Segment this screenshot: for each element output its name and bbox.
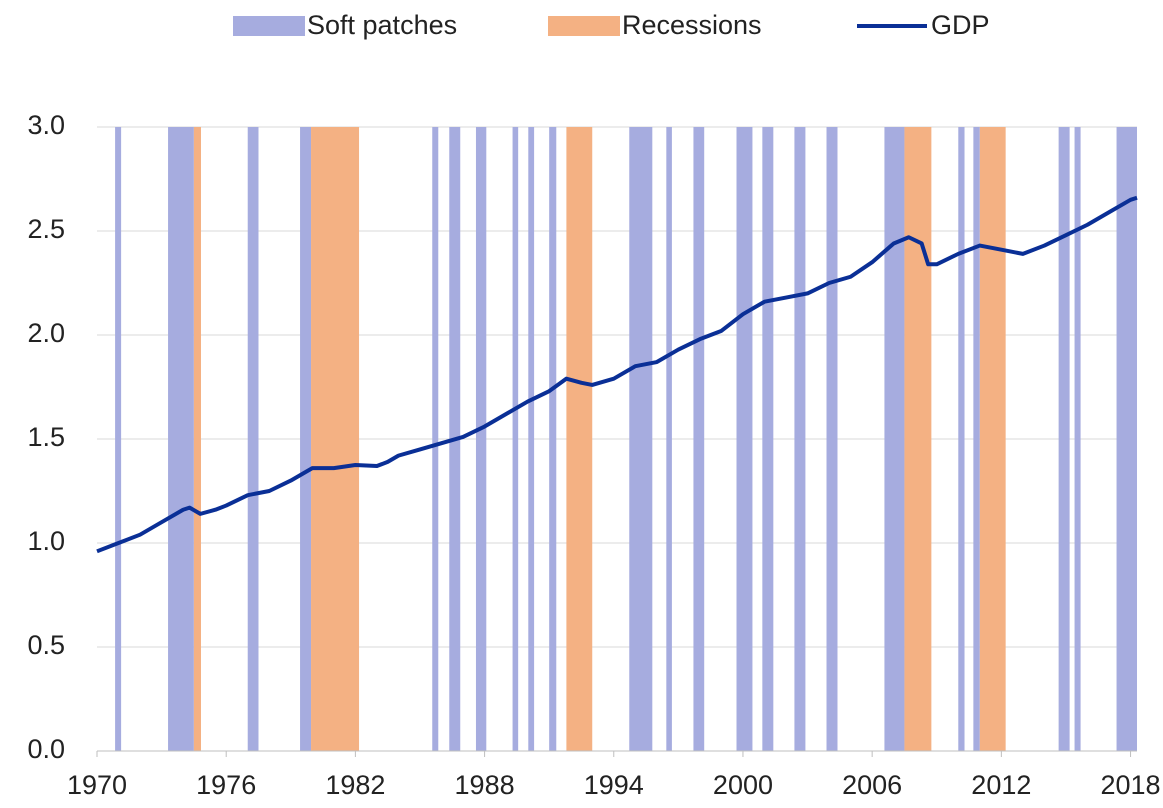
band bbox=[168, 127, 194, 751]
band bbox=[549, 127, 557, 751]
legend-label: GDP bbox=[931, 10, 990, 40]
band bbox=[528, 127, 535, 751]
band bbox=[826, 127, 838, 751]
band bbox=[1116, 127, 1137, 751]
band bbox=[311, 127, 360, 751]
x-tick-label: 1994 bbox=[584, 770, 644, 800]
y-tick-label: 2.5 bbox=[27, 214, 65, 244]
band bbox=[512, 127, 519, 751]
band bbox=[979, 127, 1006, 751]
gdp-line bbox=[96, 195, 1138, 554]
y-tick-label: 1.0 bbox=[27, 526, 65, 556]
x-tick-label: 2012 bbox=[971, 770, 1031, 800]
band bbox=[958, 127, 965, 751]
band bbox=[1074, 127, 1081, 751]
x-tick-label: 1988 bbox=[455, 770, 515, 800]
band bbox=[566, 127, 593, 751]
y-tick-label: 1.5 bbox=[27, 422, 65, 452]
x-tick-label: 1970 bbox=[67, 770, 127, 800]
band bbox=[115, 127, 122, 751]
band bbox=[247, 127, 259, 751]
band bbox=[432, 127, 439, 751]
band bbox=[794, 127, 806, 751]
band bbox=[193, 127, 201, 751]
x-tick-label: 1976 bbox=[196, 770, 256, 800]
band bbox=[1058, 127, 1070, 751]
band bbox=[973, 127, 980, 751]
band bbox=[300, 127, 312, 751]
band bbox=[629, 127, 653, 751]
band bbox=[762, 127, 774, 751]
legend-swatch bbox=[548, 16, 620, 36]
band bbox=[693, 127, 705, 751]
y-tick-label: 0.5 bbox=[27, 630, 65, 660]
x-tick-label: 2006 bbox=[842, 770, 902, 800]
y-tick-label: 0.0 bbox=[27, 734, 65, 764]
band bbox=[736, 127, 753, 751]
band bbox=[475, 127, 487, 751]
band bbox=[904, 127, 932, 751]
band bbox=[666, 127, 672, 751]
y-tick-label: 2.0 bbox=[27, 318, 65, 348]
band bbox=[884, 127, 905, 751]
x-tick-label: 2000 bbox=[713, 770, 773, 800]
y-tick-label: 3.0 bbox=[27, 110, 65, 140]
x-tick-label: 1982 bbox=[325, 770, 385, 800]
legend-label: Recessions bbox=[622, 10, 762, 40]
x-tick-label: 2018 bbox=[1101, 770, 1161, 800]
legend-label: Soft patches bbox=[307, 10, 457, 40]
legend-swatch bbox=[233, 16, 305, 36]
